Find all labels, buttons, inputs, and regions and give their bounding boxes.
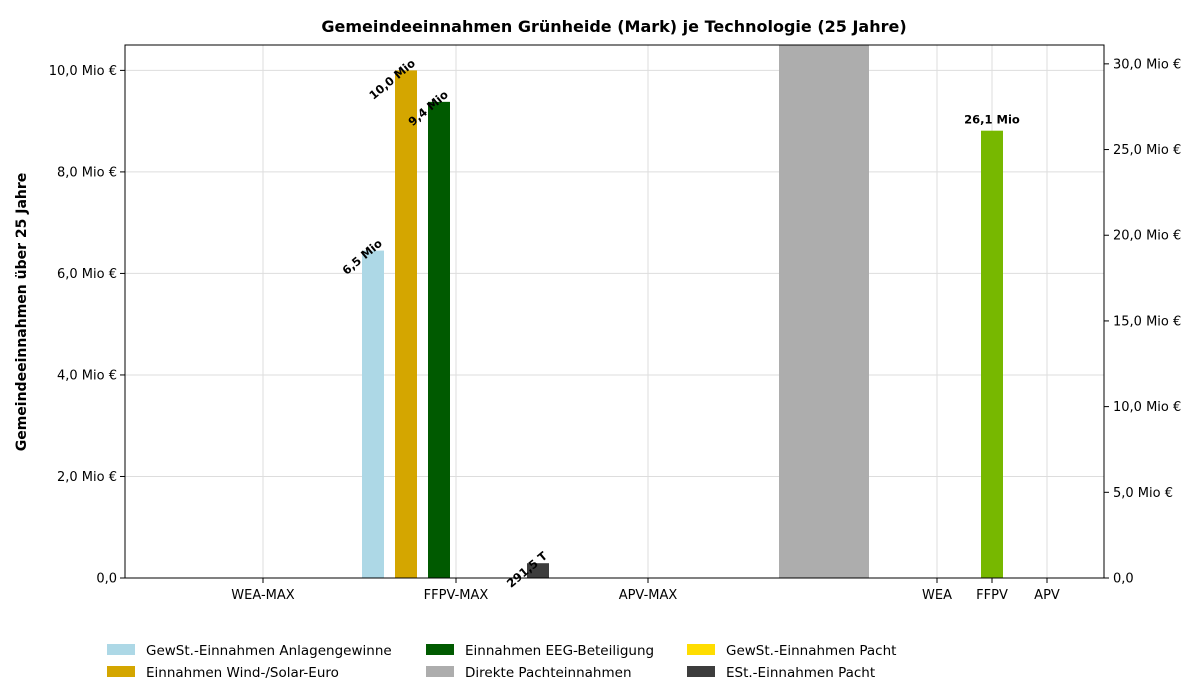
y-tick-label-left: 0,0 [96,572,117,587]
y-tick-label-left: 6,0 Mio € [57,267,117,282]
y-tick-label-left: 8,0 Mio € [57,165,117,180]
axes: 0,0 2,0 Mio € 4,0 Mio € 6,0 Mio € 8,0 Mio € 1… [49,57,1182,603]
x-tick-label: APV [1034,588,1060,603]
legend-swatch [107,666,135,677]
plot-frame [124,44,1105,579]
legend-swatch [107,644,135,655]
y-tick-label-right: 5,0 Mio € [1113,486,1173,501]
y-tick-label-left: 4,0 Mio € [57,368,117,383]
bar [428,101,450,578]
legend: GewSt.-Einnahmen Anlagengewinne Einnahmen… [107,643,896,681]
x-tick-label: WEA-MAX [231,588,294,603]
y-tick-label-right: 30,0 Mio € [1113,57,1181,72]
legend-label: Einnahmen Wind-/Solar-Euro [146,665,339,681]
x-tick-label: WEA [922,588,952,603]
legend-swatch [687,666,715,677]
y-tick-label-right: 25,0 Mio € [1113,143,1181,158]
y-tick-label-right: 0,0 [1113,572,1134,587]
bar [395,70,417,578]
legend-swatch [687,644,715,655]
y-axis-label: Gemeindeeinnahmen über 25 Jahre [14,173,30,452]
chart-title: Gemeindeeinnahmen Grünheide (Mark) je Te… [321,17,906,36]
legend-label: GewSt.-Einnahmen Pacht [726,643,896,659]
y-tick-label-left: 2,0 Mio € [57,470,117,485]
bar [362,250,384,579]
x-tick-label: FFPV [976,588,1008,603]
y-tick-label-right: 15,0 Mio € [1113,314,1181,329]
legend-label: GewSt.-Einnahmen Anlagengewinne [146,643,392,659]
bars [362,45,1003,579]
bar [981,130,1003,578]
legend-label: ESt.-Einnahmen Pacht [726,665,875,681]
y-tick-label-right: 20,0 Mio € [1113,229,1181,244]
y-tick-label-left: 10,0 Mio € [49,64,117,79]
x-tick-label: APV-MAX [619,588,678,603]
bar [527,563,549,578]
legend-label: Einnahmen EEG-Beteiligung [465,643,654,659]
grid [125,45,1104,579]
bar [779,45,869,578]
x-tick-label: FFPV-MAX [424,588,489,603]
legend-label: Direkte Pachteinnahmen [465,665,632,681]
legend-swatch [426,644,454,655]
data-label: 26,1 Mio [964,113,1020,127]
y-tick-label-right: 10,0 Mio € [1113,400,1181,415]
legend-swatch [426,666,454,677]
